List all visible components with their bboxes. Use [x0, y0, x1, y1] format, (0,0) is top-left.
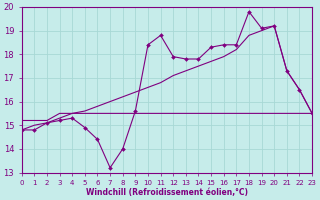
X-axis label: Windchill (Refroidissement éolien,°C): Windchill (Refroidissement éolien,°C) — [86, 188, 248, 197]
